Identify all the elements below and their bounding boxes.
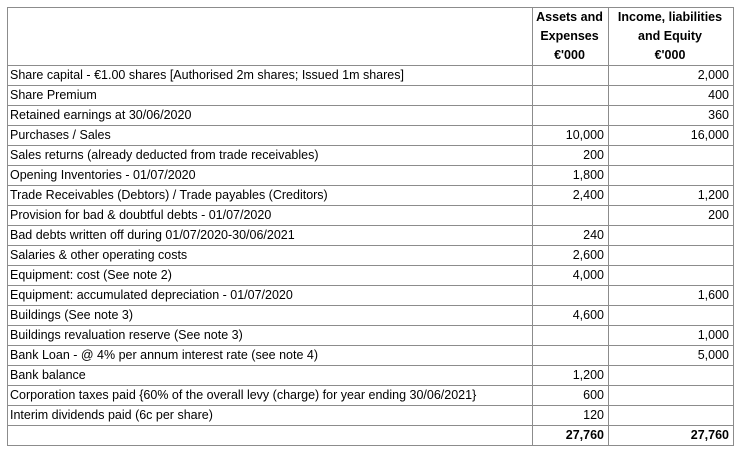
assets-value (532, 65, 609, 86)
header-blank (7, 46, 533, 66)
table-body: Assets and Income, liabilities Expenses and… (7, 7, 734, 446)
liabilities-value (608, 365, 734, 386)
assets-value: 1,800 (532, 165, 609, 186)
data-row: Bad debts written off during 01/07/2020-… (7, 225, 734, 246)
header-blank (7, 27, 533, 46)
row-label: Bank Loan - @ 4% per annum interest rate… (7, 345, 533, 366)
liabilities-value: 2,000 (608, 65, 734, 86)
data-row: Share capital - €1.00 shares [Authorised… (7, 65, 734, 86)
data-row: Bank Loan - @ 4% per annum interest rate… (7, 345, 734, 366)
assets-value (532, 85, 609, 106)
data-row: Corporation taxes paid {60% of the overa… (7, 385, 734, 406)
row-label: Opening Inventories - 01/07/2020 (7, 165, 533, 186)
header-cell: Expenses (532, 27, 609, 46)
data-row: Equipment: cost (See note 2) 4,000 (7, 265, 734, 286)
assets-value (532, 205, 609, 226)
row-label: Equipment: cost (See note 2) (7, 265, 533, 286)
data-row: Purchases / Sales 10,000 16,000 (7, 125, 734, 146)
liabilities-value: 5,000 (608, 345, 734, 366)
data-row: Provision for bad & doubtful debts - 01/… (7, 205, 734, 226)
liabilities-value (608, 385, 734, 406)
data-row: Trade Receivables (Debtors) / Trade paya… (7, 185, 734, 206)
row-label: Trade Receivables (Debtors) / Trade paya… (7, 185, 533, 206)
row-label: Sales returns (already deducted from tra… (7, 145, 533, 166)
total-row: 27,760 27,760 (7, 425, 734, 446)
row-label: Bank balance (7, 365, 533, 386)
header-cell: and Equity (608, 27, 734, 46)
row-label: Bad debts written off during 01/07/2020-… (7, 225, 533, 246)
header-row: €'000 €'000 (7, 46, 734, 66)
assets-value: 2,400 (532, 185, 609, 206)
header-cell: €'000 (608, 46, 734, 66)
assets-value (532, 105, 609, 126)
assets-value: 200 (532, 145, 609, 166)
liabilities-value (608, 245, 734, 266)
data-row: Sales returns (already deducted from tra… (7, 145, 734, 166)
liabilities-value: 360 (608, 105, 734, 126)
total-liabilities: 27,760 (608, 425, 734, 446)
assets-value: 120 (532, 405, 609, 426)
row-label: Equipment: accumulated depreciation - 01… (7, 285, 533, 306)
header-cell: Assets and (532, 7, 609, 27)
liabilities-value (608, 225, 734, 246)
data-row: Share Premium 400 (7, 85, 734, 106)
liabilities-value (608, 405, 734, 426)
liabilities-value (608, 305, 734, 326)
row-label: Salaries & other operating costs (7, 245, 533, 266)
row-label: Share capital - €1.00 shares [Authorised… (7, 65, 533, 86)
data-row: Opening Inventories - 01/07/2020 1,800 (7, 165, 734, 186)
assets-value: 1,200 (532, 365, 609, 386)
data-row: Bank balance 1,200 (7, 365, 734, 386)
header-cell: Income, liabilities (608, 7, 734, 27)
row-label: Purchases / Sales (7, 125, 533, 146)
assets-value: 600 (532, 385, 609, 406)
row-label: Interim dividends paid (6c per share) (7, 405, 533, 426)
liabilities-value (608, 265, 734, 286)
data-row: Retained earnings at 30/06/2020 360 (7, 105, 734, 126)
assets-value: 4,000 (532, 265, 609, 286)
liabilities-value: 16,000 (608, 125, 734, 146)
row-label: Provision for bad & doubtful debts - 01/… (7, 205, 533, 226)
data-row: Interim dividends paid (6c per share) 120 (7, 405, 734, 426)
assets-value: 240 (532, 225, 609, 246)
liabilities-value: 1,600 (608, 285, 734, 306)
assets-value (532, 345, 609, 366)
liabilities-value: 400 (608, 85, 734, 106)
liabilities-value (608, 165, 734, 186)
liabilities-value: 1,200 (608, 185, 734, 206)
data-row: Salaries & other operating costs 2,600 (7, 245, 734, 266)
total-label (7, 425, 533, 446)
data-row: Buildings revaluation reserve (See note … (7, 325, 734, 346)
row-label: Buildings (See note 3) (7, 305, 533, 326)
liabilities-value: 200 (608, 205, 734, 226)
header-cell: €'000 (532, 46, 609, 66)
assets-value: 4,600 (532, 305, 609, 326)
assets-value: 2,600 (532, 245, 609, 266)
assets-value (532, 285, 609, 306)
row-label: Buildings revaluation reserve (See note … (7, 325, 533, 346)
data-row: Buildings (See note 3) 4,600 (7, 305, 734, 326)
total-assets: 27,760 (532, 425, 609, 446)
header-row: Expenses and Equity (7, 27, 734, 46)
header-blank (7, 7, 533, 27)
liabilities-value: 1,000 (608, 325, 734, 346)
assets-value (532, 325, 609, 346)
row-label: Corporation taxes paid {60% of the overa… (7, 385, 533, 406)
data-row: Equipment: accumulated depreciation - 01… (7, 285, 734, 306)
trial-balance-table: Assets and Income, liabilities Expenses and… (7, 7, 734, 446)
row-label: Retained earnings at 30/06/2020 (7, 105, 533, 126)
row-label: Share Premium (7, 85, 533, 106)
header-row: Assets and Income, liabilities (7, 7, 734, 27)
assets-value: 10,000 (532, 125, 609, 146)
liabilities-value (608, 145, 734, 166)
